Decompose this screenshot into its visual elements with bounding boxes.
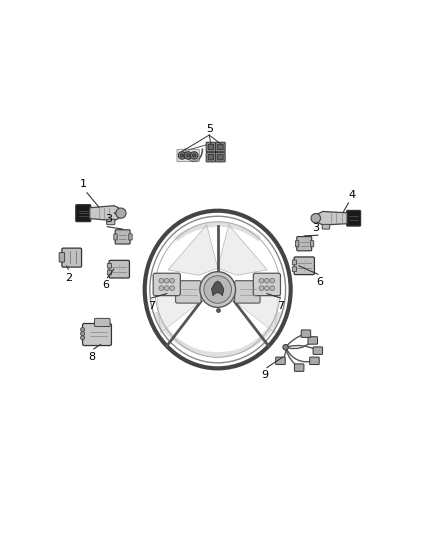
FancyBboxPatch shape bbox=[83, 324, 111, 345]
FancyBboxPatch shape bbox=[107, 263, 111, 268]
FancyBboxPatch shape bbox=[129, 234, 132, 240]
FancyBboxPatch shape bbox=[206, 152, 215, 162]
FancyBboxPatch shape bbox=[295, 241, 299, 247]
Wedge shape bbox=[206, 311, 282, 358]
FancyBboxPatch shape bbox=[310, 357, 319, 365]
FancyBboxPatch shape bbox=[308, 337, 318, 344]
Circle shape bbox=[170, 278, 175, 283]
FancyBboxPatch shape bbox=[109, 260, 130, 278]
FancyBboxPatch shape bbox=[294, 257, 314, 274]
Circle shape bbox=[159, 278, 164, 283]
FancyBboxPatch shape bbox=[115, 230, 130, 244]
Circle shape bbox=[184, 152, 192, 159]
Circle shape bbox=[81, 328, 85, 332]
Text: 3: 3 bbox=[313, 222, 320, 232]
Circle shape bbox=[191, 152, 198, 159]
Circle shape bbox=[164, 286, 169, 290]
Circle shape bbox=[204, 276, 231, 303]
Circle shape bbox=[265, 286, 269, 290]
Text: 1: 1 bbox=[80, 180, 87, 189]
FancyBboxPatch shape bbox=[235, 281, 260, 303]
FancyBboxPatch shape bbox=[177, 149, 199, 161]
Circle shape bbox=[259, 286, 264, 290]
Polygon shape bbox=[238, 281, 280, 333]
Polygon shape bbox=[155, 281, 198, 333]
Polygon shape bbox=[318, 212, 347, 225]
Text: 7: 7 bbox=[277, 301, 284, 311]
FancyBboxPatch shape bbox=[293, 267, 297, 271]
FancyBboxPatch shape bbox=[206, 142, 215, 152]
Wedge shape bbox=[154, 311, 230, 358]
Polygon shape bbox=[212, 281, 224, 296]
Circle shape bbox=[81, 336, 85, 340]
FancyBboxPatch shape bbox=[346, 211, 360, 226]
FancyBboxPatch shape bbox=[301, 330, 311, 337]
Circle shape bbox=[180, 154, 184, 157]
Polygon shape bbox=[90, 206, 119, 221]
Circle shape bbox=[311, 214, 321, 223]
FancyBboxPatch shape bbox=[218, 155, 223, 160]
FancyBboxPatch shape bbox=[107, 270, 111, 275]
FancyBboxPatch shape bbox=[276, 357, 285, 365]
FancyBboxPatch shape bbox=[293, 260, 297, 265]
Text: 9: 9 bbox=[261, 370, 269, 381]
FancyBboxPatch shape bbox=[218, 144, 223, 150]
FancyBboxPatch shape bbox=[313, 347, 322, 354]
Circle shape bbox=[187, 154, 190, 157]
FancyBboxPatch shape bbox=[76, 205, 91, 222]
Circle shape bbox=[200, 272, 236, 308]
Wedge shape bbox=[174, 222, 261, 241]
Polygon shape bbox=[218, 225, 267, 275]
Text: 6: 6 bbox=[316, 277, 323, 287]
Circle shape bbox=[170, 286, 175, 290]
Circle shape bbox=[81, 332, 85, 336]
Text: 2: 2 bbox=[65, 272, 72, 282]
Circle shape bbox=[193, 154, 196, 157]
FancyBboxPatch shape bbox=[59, 253, 64, 262]
FancyBboxPatch shape bbox=[322, 224, 330, 229]
FancyBboxPatch shape bbox=[215, 142, 225, 152]
FancyBboxPatch shape bbox=[107, 219, 115, 225]
FancyBboxPatch shape bbox=[208, 155, 214, 160]
Circle shape bbox=[270, 286, 275, 290]
Circle shape bbox=[259, 278, 264, 283]
FancyBboxPatch shape bbox=[253, 273, 280, 296]
FancyBboxPatch shape bbox=[114, 234, 117, 240]
Text: 3: 3 bbox=[106, 214, 113, 224]
FancyBboxPatch shape bbox=[215, 152, 225, 162]
FancyBboxPatch shape bbox=[294, 364, 304, 372]
Circle shape bbox=[116, 208, 126, 218]
Text: 7: 7 bbox=[148, 301, 155, 311]
FancyBboxPatch shape bbox=[62, 248, 81, 267]
FancyBboxPatch shape bbox=[95, 318, 110, 327]
Text: 8: 8 bbox=[88, 352, 95, 362]
Circle shape bbox=[270, 278, 275, 283]
Polygon shape bbox=[168, 225, 218, 275]
Text: 4: 4 bbox=[348, 190, 355, 199]
FancyBboxPatch shape bbox=[311, 241, 314, 247]
Text: 5: 5 bbox=[206, 124, 213, 134]
FancyBboxPatch shape bbox=[208, 144, 214, 150]
Circle shape bbox=[178, 152, 186, 159]
FancyBboxPatch shape bbox=[297, 237, 312, 251]
Circle shape bbox=[164, 278, 169, 283]
Circle shape bbox=[159, 286, 164, 290]
FancyBboxPatch shape bbox=[153, 273, 180, 296]
FancyBboxPatch shape bbox=[176, 281, 201, 303]
Circle shape bbox=[265, 278, 269, 283]
Text: 6: 6 bbox=[102, 280, 109, 290]
Circle shape bbox=[283, 344, 288, 350]
